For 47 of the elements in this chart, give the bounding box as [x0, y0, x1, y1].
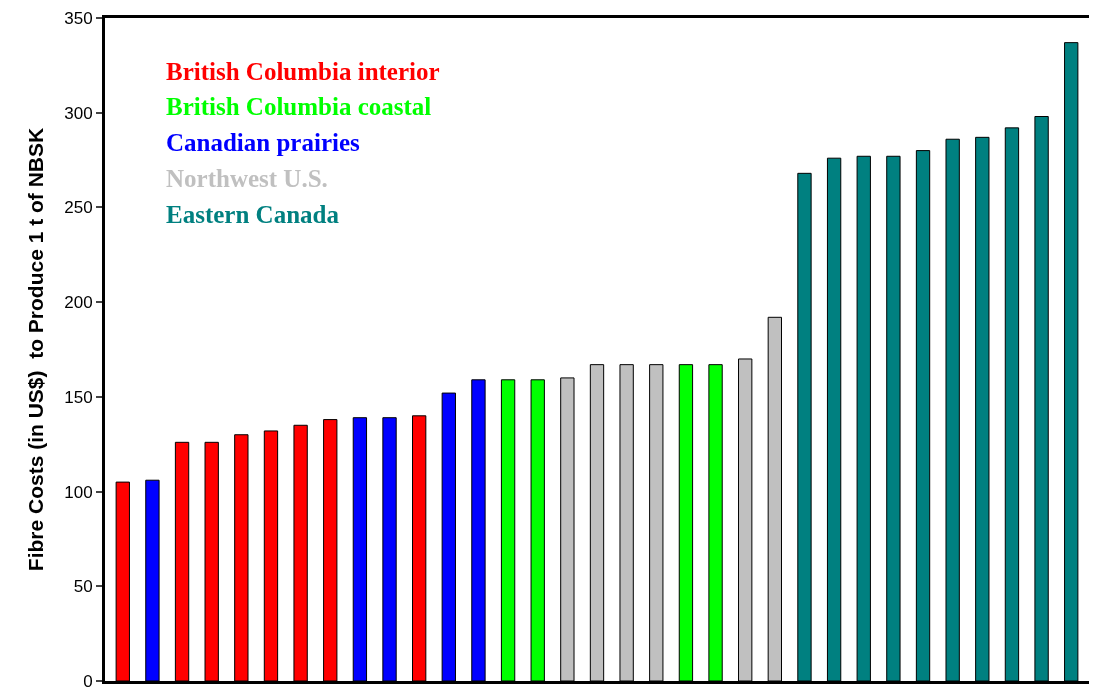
text: Northwest U.S. — [166, 165, 328, 192]
bar — [382, 417, 397, 681]
bar — [293, 424, 308, 681]
bar — [471, 379, 486, 681]
bar — [263, 430, 279, 681]
bar — [886, 155, 901, 681]
bar — [174, 441, 190, 681]
y-tick-label: 100 — [64, 482, 93, 502]
bar — [975, 136, 990, 681]
text: Eastern Canada — [166, 201, 340, 228]
bar — [738, 358, 753, 681]
y-tick-label: 300 — [64, 103, 93, 123]
bar — [412, 415, 427, 681]
text: British Columbia coastal — [166, 93, 432, 120]
y-tick-label: 200 — [64, 293, 93, 313]
y-tick-label: 150 — [64, 387, 93, 407]
bar — [589, 364, 605, 681]
bar — [678, 364, 694, 681]
bar — [323, 419, 338, 681]
y-tick-label: 50 — [73, 577, 93, 597]
bar — [500, 379, 516, 681]
bar — [352, 417, 368, 681]
bar — [856, 155, 871, 681]
bar — [945, 138, 960, 681]
bar — [145, 479, 160, 681]
text: Canadian prairies — [166, 129, 361, 156]
bar — [767, 316, 782, 681]
bar — [708, 364, 723, 681]
bar — [441, 392, 456, 681]
bar — [1004, 127, 1020, 681]
text: British Columbia interior — [166, 58, 440, 85]
bar — [204, 441, 219, 681]
bar — [915, 150, 931, 681]
bar — [234, 434, 249, 681]
bar — [560, 377, 575, 681]
y-tick-label: 350 — [64, 8, 93, 28]
bar — [649, 364, 664, 681]
y-axis-title: Fibre Costs (in US$) to Produce 1 t of NBSK — [24, 127, 48, 572]
bar — [115, 481, 130, 681]
y-tick-label: 0 — [83, 671, 93, 691]
bar — [826, 157, 842, 681]
bar — [1064, 42, 1079, 681]
bar — [619, 364, 634, 681]
y-tick-label: 250 — [64, 198, 93, 218]
bar — [530, 379, 545, 681]
bar — [797, 172, 812, 681]
bar — [1034, 116, 1049, 681]
